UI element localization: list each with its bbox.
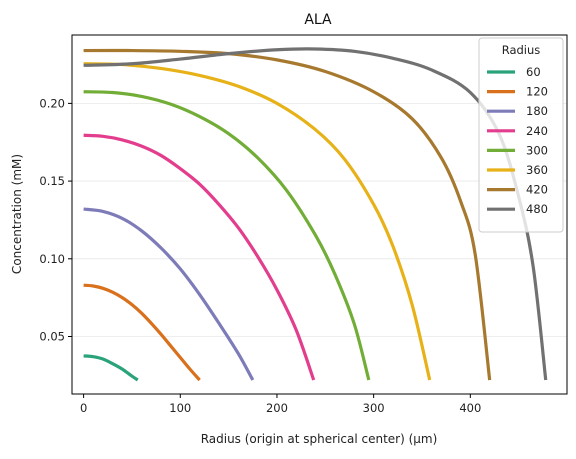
y-tick-label: 0.20 (39, 96, 65, 110)
legend-label-420: 420 (526, 183, 548, 197)
legend-label-120: 120 (526, 85, 548, 99)
series-line-420 (83, 48, 492, 381)
legend-entries: 60 120 180 240 300 360 420 480 (487, 65, 548, 216)
legend-box (478, 37, 564, 233)
y-axis-label: Concentration (mM) (10, 154, 24, 274)
series-line-300 (83, 90, 371, 381)
y-tick-label: 0.10 (39, 252, 65, 266)
legend-label-480: 480 (526, 202, 548, 216)
x-tick-label: 200 (266, 401, 288, 415)
legend-label-60: 60 (526, 65, 541, 79)
x-tick-label: 0 (80, 401, 87, 415)
x-axis-label: Radius (origin at spherical center) (μm) (201, 432, 438, 446)
series-line-180 (83, 207, 255, 381)
series-line-120 (83, 283, 201, 382)
axis-ticks: 0.05 0.10 0.15 0.20 0 100 200 300 400 (39, 96, 481, 415)
y-tick-label: 0.15 (39, 174, 65, 188)
legend-label-180: 180 (526, 104, 548, 118)
series-lines (83, 47, 548, 382)
chart-title: ALA (304, 12, 332, 28)
x-tick-label: 300 (363, 401, 385, 415)
x-tick-label: 100 (169, 401, 191, 415)
legend-label-240: 240 (526, 124, 548, 138)
legend-label-300: 300 (526, 143, 548, 157)
plot-frame (71, 34, 568, 395)
legend-title: Radius (502, 43, 541, 57)
y-tick-label: 0.05 (39, 329, 65, 343)
legend: Radius 60 120 180 240 300 360 420 480 (478, 37, 564, 233)
legend-label-360: 360 (526, 163, 548, 177)
series-line-240 (83, 133, 316, 381)
x-tick-label: 400 (459, 401, 481, 415)
series-line-360 (83, 62, 432, 381)
series-line-60 (83, 354, 139, 382)
